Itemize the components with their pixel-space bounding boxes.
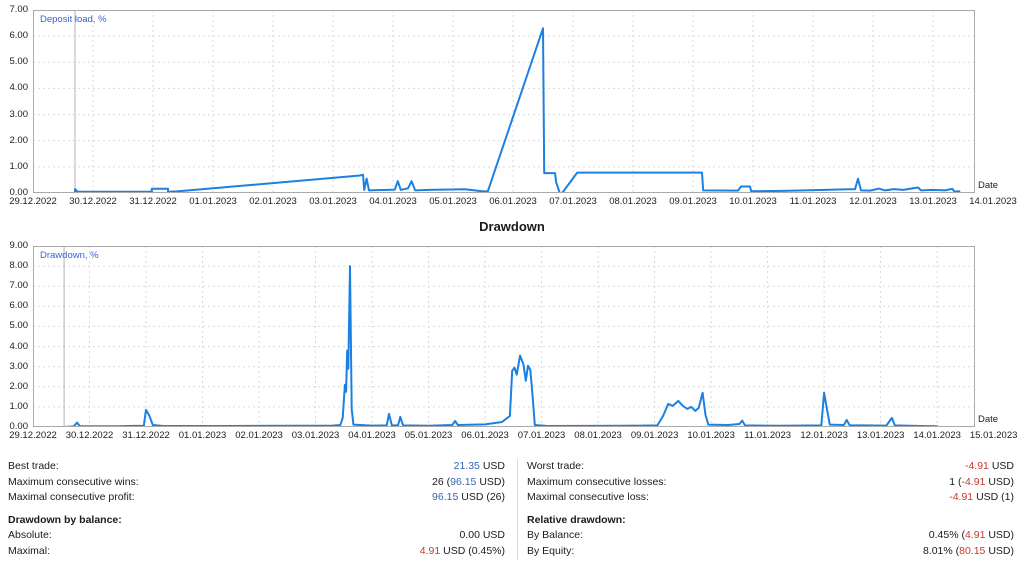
stat-row: Maximum consecutive wins: 26 (96.15 USD) bbox=[8, 475, 505, 491]
stat-row: Maximal consecutive profit: 96.15 USD (26… bbox=[8, 490, 505, 506]
stat-label: Maximal consecutive loss: bbox=[527, 491, 649, 503]
stats-section-header: Relative drawdown: bbox=[527, 513, 1014, 529]
stat-label: Worst trade: bbox=[527, 460, 584, 472]
stat-row: By Balance: 0.45% (4.91 USD) bbox=[527, 528, 1014, 544]
stat-value: 4.91 USD (0.45%) bbox=[419, 544, 505, 557]
stat-label: Maximal consecutive profit: bbox=[8, 491, 135, 503]
stat-label: Best trade: bbox=[8, 460, 59, 472]
stat-value: 0.00 USD bbox=[459, 529, 505, 541]
drawdown-chart-title: Drawdown bbox=[479, 219, 545, 234]
stat-label: Maximum consecutive losses: bbox=[527, 475, 667, 488]
stat-row: Maximum consecutive losses: 1 (-4.91 USD) bbox=[527, 475, 1014, 491]
stat-label: Drawdown by balance: bbox=[8, 513, 122, 526]
stat-row: Maximal consecutive loss: -4.91 USD (1) bbox=[527, 490, 1014, 506]
stat-row: By Equity: 8.01% (80.15 USD) bbox=[527, 544, 1014, 560]
stat-value: 26 (96.15 USD) bbox=[432, 475, 505, 488]
stat-value: -4.91 USD (1) bbox=[949, 491, 1014, 503]
stat-label: Maximal: bbox=[8, 544, 51, 557]
stat-label: Maximum consecutive wins: bbox=[8, 475, 139, 488]
stat-label: Relative drawdown: bbox=[527, 513, 626, 526]
stat-label: By Balance: bbox=[527, 529, 584, 541]
stats-column-divider bbox=[517, 459, 518, 560]
stat-value: 0.45% (4.91 USD) bbox=[928, 529, 1014, 541]
stat-row: Worst trade: -4.91 USD bbox=[527, 459, 1014, 475]
stat-value: 8.01% (80.15 USD) bbox=[922, 544, 1014, 557]
stat-row: Maximal: 4.91 USD (0.45%) bbox=[8, 544, 505, 560]
stat-value: -4.91 USD bbox=[964, 460, 1014, 472]
stat-row: Absolute: 0.00 USD bbox=[8, 528, 505, 544]
stats-section-header: Drawdown by balance: bbox=[8, 513, 505, 529]
stats-right-column: Worst trade: -4.91 USD Maximum consecutive… bbox=[527, 459, 1014, 559]
stat-label: By Equity: bbox=[527, 544, 575, 557]
stat-value: 96.15 USD (26) bbox=[432, 491, 505, 503]
stats-left-column: Best trade: 21.35 USD Maximum consecutive … bbox=[8, 459, 505, 559]
stat-value: 1 (-4.91 USD) bbox=[949, 475, 1014, 488]
stat-value: 21.35 USD bbox=[453, 460, 505, 472]
stat-row: Best trade: 21.35 USD bbox=[8, 459, 505, 475]
stat-label: Absolute: bbox=[8, 529, 52, 541]
